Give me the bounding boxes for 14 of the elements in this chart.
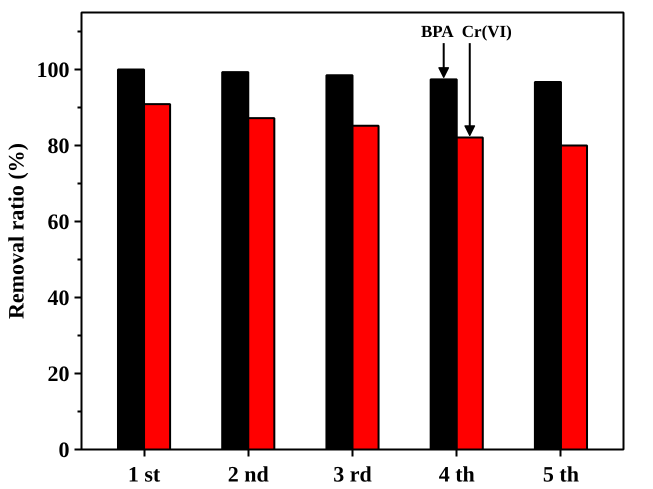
y-tick-label: 20 — [48, 361, 70, 386]
x-tick-label: 3 rd — [333, 462, 372, 486]
x-tick-label: 2 nd — [228, 462, 269, 486]
y-axis-title: Removal ratio (%) — [4, 143, 28, 319]
x-tick-label: 4 th — [438, 462, 475, 486]
y-tick-label: 0 — [58, 437, 70, 462]
y-tick-label: 60 — [48, 209, 70, 234]
y-tick-label: 80 — [48, 133, 70, 158]
text: BPA — [420, 22, 454, 41]
x-tick-label: 1 st — [128, 462, 161, 486]
y-tick-label: 100 — [36, 57, 70, 82]
y-tick-label: 40 — [48, 285, 70, 310]
x-tick-label: 5 th — [542, 462, 579, 486]
text: Cr(VI) — [462, 22, 512, 41]
